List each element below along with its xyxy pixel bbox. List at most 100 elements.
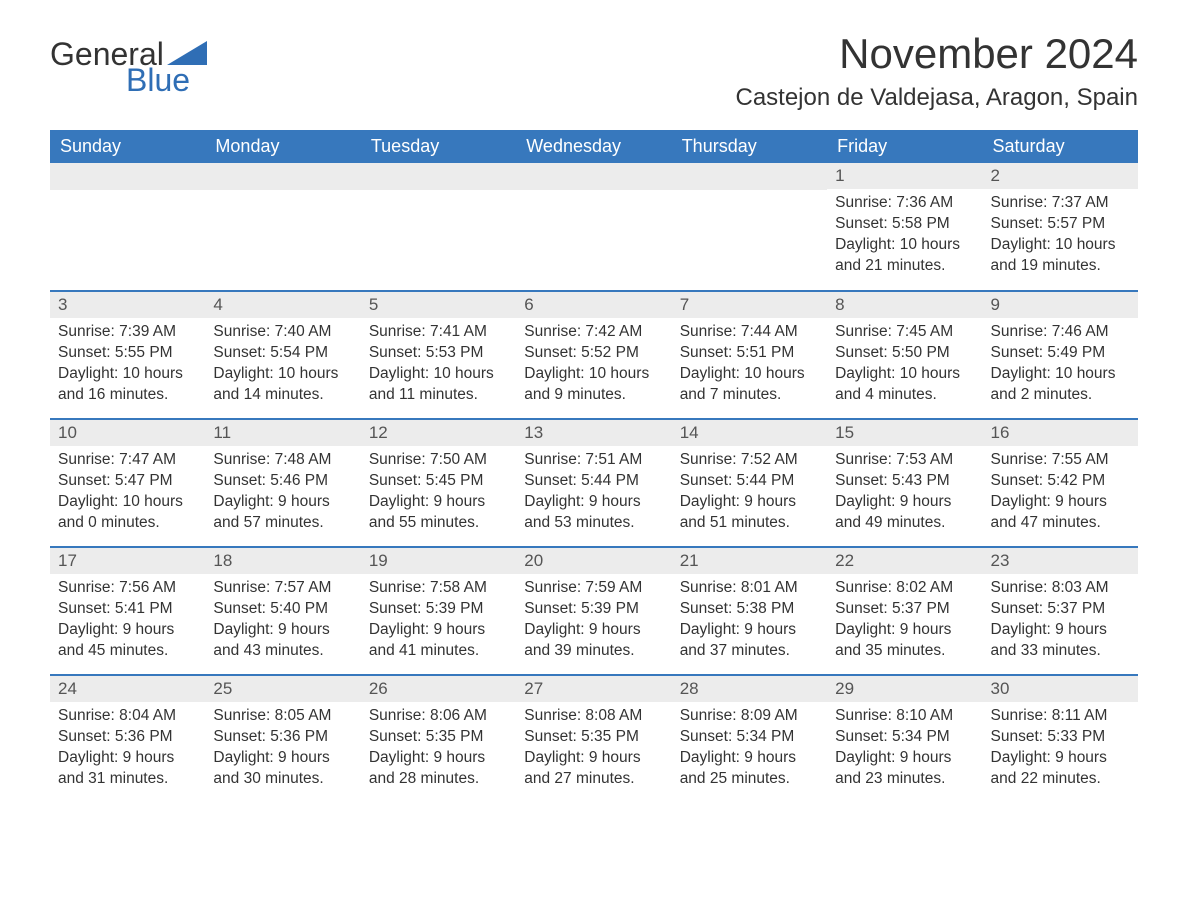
sunset-text: Sunset: 5:47 PM: [58, 471, 197, 492]
sunrise-text: Sunrise: 7:39 AM: [58, 322, 197, 343]
sunset-text: Sunset: 5:37 PM: [835, 599, 974, 620]
calendar-cell: [672, 163, 827, 291]
sunset-text: Sunset: 5:54 PM: [213, 343, 352, 364]
calendar-cell: 17Sunrise: 7:56 AMSunset: 5:41 PMDayligh…: [50, 547, 205, 675]
day-number-blank: [50, 163, 205, 190]
sunset-text: Sunset: 5:36 PM: [58, 727, 197, 748]
daylight-text: Daylight: 9 hours and 35 minutes.: [835, 620, 974, 662]
sunset-text: Sunset: 5:33 PM: [991, 727, 1130, 748]
day-number: 30: [983, 676, 1138, 702]
sunrise-text: Sunrise: 7:56 AM: [58, 578, 197, 599]
day-number: 4: [205, 292, 360, 318]
day-number: 23: [983, 548, 1138, 574]
sunset-text: Sunset: 5:52 PM: [524, 343, 663, 364]
calendar-cell: 24Sunrise: 8:04 AMSunset: 5:36 PMDayligh…: [50, 675, 205, 803]
calendar-cell: 14Sunrise: 7:52 AMSunset: 5:44 PMDayligh…: [672, 419, 827, 547]
day-header: Saturday: [983, 130, 1138, 163]
day-details: Sunrise: 7:44 AMSunset: 5:51 PMDaylight:…: [672, 318, 827, 414]
day-details: Sunrise: 7:37 AMSunset: 5:57 PMDaylight:…: [983, 189, 1138, 285]
daylight-text: Daylight: 10 hours and 4 minutes.: [835, 364, 974, 406]
calendar-cell: 22 Sunrise: 8:02 AMSunset: 5:37 PMDayligh…: [827, 547, 982, 675]
month-title: November 2024: [735, 30, 1138, 78]
day-header: Sunday: [50, 130, 205, 163]
daylight-text: Daylight: 10 hours and 9 minutes.: [524, 364, 663, 406]
daylight-text: Daylight: 9 hours and 33 minutes.: [991, 620, 1130, 662]
day-details: Sunrise: 7:47 AMSunset: 5:47 PMDaylight:…: [50, 446, 205, 542]
day-number: 22: [827, 548, 982, 574]
calendar-cell: [361, 163, 516, 291]
header: General Blue November 2024 Castejon de V…: [50, 30, 1138, 122]
day-number: 29: [827, 676, 982, 702]
calendar-cell: 11Sunrise: 7:48 AMSunset: 5:46 PMDayligh…: [205, 419, 360, 547]
daylight-text: Daylight: 10 hours and 11 minutes.: [369, 364, 508, 406]
calendar-cell: 20Sunrise: 7:59 AMSunset: 5:39 PMDayligh…: [516, 547, 671, 675]
day-number: 25: [205, 676, 360, 702]
sunset-text: Sunset: 5:53 PM: [369, 343, 508, 364]
sunset-text: Sunset: 5:39 PM: [369, 599, 508, 620]
day-number: 16: [983, 420, 1138, 446]
calendar-cell: 26Sunrise: 8:06 AMSunset: 5:35 PMDayligh…: [361, 675, 516, 803]
day-number-blank: [516, 163, 671, 190]
day-details: Sunrise: 7:52 AMSunset: 5:44 PMDaylight:…: [672, 446, 827, 542]
calendar-cell: 16Sunrise: 7:55 AMSunset: 5:42 PMDayligh…: [983, 419, 1138, 547]
sunrise-text: Sunrise: 8:06 AM: [369, 706, 508, 727]
calendar-cell: 7Sunrise: 7:44 AMSunset: 5:51 PMDaylight…: [672, 291, 827, 419]
day-number: 15: [827, 420, 982, 446]
day-number: 13: [516, 420, 671, 446]
sunrise-text: Sunrise: 7:41 AM: [369, 322, 508, 343]
sunrise-text: Sunrise: 8:02 AM: [835, 578, 974, 599]
day-details: Sunrise: 8:05 AMSunset: 5:36 PMDaylight:…: [205, 702, 360, 798]
daylight-text: Daylight: 9 hours and 47 minutes.: [991, 492, 1130, 534]
sunset-text: Sunset: 5:39 PM: [524, 599, 663, 620]
calendar-cell: 19Sunrise: 7:58 AMSunset: 5:39 PMDayligh…: [361, 547, 516, 675]
sunrise-text: Sunrise: 7:55 AM: [991, 450, 1130, 471]
calendar-cell: 8Sunrise: 7:45 AMSunset: 5:50 PMDaylight…: [827, 291, 982, 419]
day-number-blank: [672, 163, 827, 190]
logo: General Blue: [50, 30, 207, 96]
daylight-text: Daylight: 9 hours and 41 minutes.: [369, 620, 508, 662]
sunrise-text: Sunrise: 8:03 AM: [991, 578, 1130, 599]
day-number: 2: [983, 163, 1138, 189]
day-number: 18: [205, 548, 360, 574]
sunrise-text: Sunrise: 8:08 AM: [524, 706, 663, 727]
sunrise-text: Sunrise: 8:10 AM: [835, 706, 974, 727]
day-header: Monday: [205, 130, 360, 163]
day-number: 7: [672, 292, 827, 318]
daylight-text: Daylight: 10 hours and 7 minutes.: [680, 364, 819, 406]
daylight-text: Daylight: 10 hours and 14 minutes.: [213, 364, 352, 406]
daylight-text: Daylight: 10 hours and 2 minutes.: [991, 364, 1130, 406]
calendar-cell: 25Sunrise: 8:05 AMSunset: 5:36 PMDayligh…: [205, 675, 360, 803]
daylight-text: Daylight: 9 hours and 45 minutes.: [58, 620, 197, 662]
day-details: Sunrise: 7:56 AMSunset: 5:41 PMDaylight:…: [50, 574, 205, 670]
daylight-text: Daylight: 9 hours and 57 minutes.: [213, 492, 352, 534]
daylight-text: Daylight: 9 hours and 23 minutes.: [835, 748, 974, 790]
calendar-cell: 12Sunrise: 7:50 AMSunset: 5:45 PMDayligh…: [361, 419, 516, 547]
calendar-cell: 13Sunrise: 7:51 AMSunset: 5:44 PMDayligh…: [516, 419, 671, 547]
calendar-cell: 5Sunrise: 7:41 AMSunset: 5:53 PMDaylight…: [361, 291, 516, 419]
day-number: 14: [672, 420, 827, 446]
sunrise-text: Sunrise: 8:01 AM: [680, 578, 819, 599]
sunset-text: Sunset: 5:44 PM: [680, 471, 819, 492]
day-details: Sunrise: 8:06 AMSunset: 5:35 PMDaylight:…: [361, 702, 516, 798]
day-number: 11: [205, 420, 360, 446]
calendar-cell: 28Sunrise: 8:09 AMSunset: 5:34 PMDayligh…: [672, 675, 827, 803]
day-details: Sunrise: 8:09 AMSunset: 5:34 PMDaylight:…: [672, 702, 827, 798]
sunset-text: Sunset: 5:38 PM: [680, 599, 819, 620]
day-details: Sunrise: 7:50 AMSunset: 5:45 PMDaylight:…: [361, 446, 516, 542]
sunset-text: Sunset: 5:34 PM: [680, 727, 819, 748]
calendar-cell: [50, 163, 205, 291]
calendar-cell: 30Sunrise: 8:11 AMSunset: 5:33 PMDayligh…: [983, 675, 1138, 803]
daylight-text: Daylight: 10 hours and 21 minutes.: [835, 235, 974, 277]
sunrise-text: Sunrise: 7:36 AM: [835, 193, 974, 214]
sunset-text: Sunset: 5:43 PM: [835, 471, 974, 492]
daylight-text: Daylight: 9 hours and 31 minutes.: [58, 748, 197, 790]
day-number: 1: [827, 163, 982, 189]
day-details: Sunrise: 7:53 AMSunset: 5:43 PMDaylight:…: [827, 446, 982, 542]
daylight-text: Daylight: 9 hours and 27 minutes.: [524, 748, 663, 790]
day-number: 8: [827, 292, 982, 318]
day-details: Sunrise: 7:42 AMSunset: 5:52 PMDaylight:…: [516, 318, 671, 414]
day-details: Sunrise: 7:51 AMSunset: 5:44 PMDaylight:…: [516, 446, 671, 542]
day-details: Sunrise: 8:08 AMSunset: 5:35 PMDaylight:…: [516, 702, 671, 798]
sunset-text: Sunset: 5:46 PM: [213, 471, 352, 492]
day-details: Sunrise: 7:36 AMSunset: 5:58 PMDaylight:…: [827, 189, 982, 285]
